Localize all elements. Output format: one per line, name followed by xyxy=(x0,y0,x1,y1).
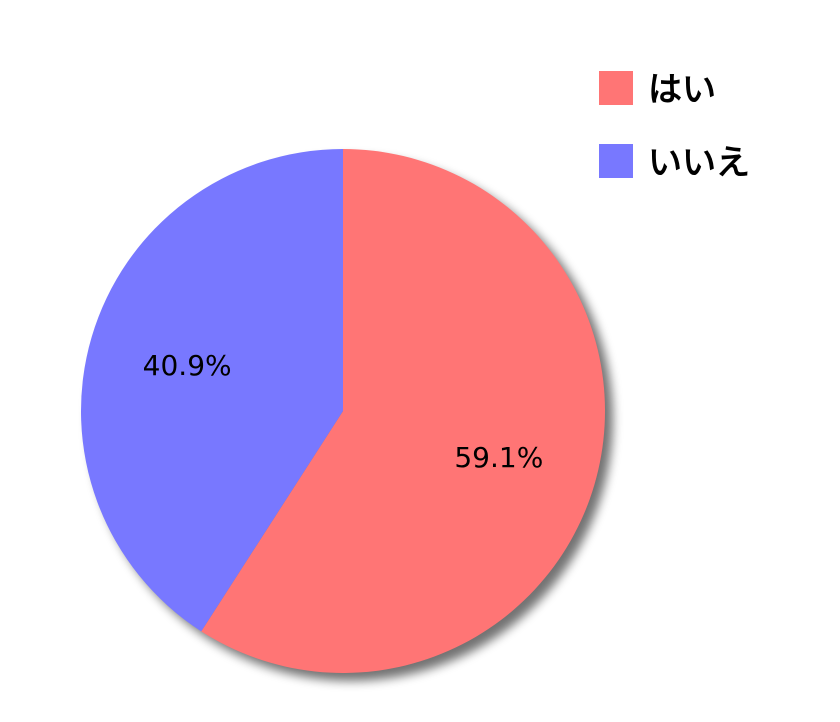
data-label-1: 59.1% xyxy=(454,441,543,474)
pie-slice-1 xyxy=(201,149,605,673)
pie-slice-2 xyxy=(81,149,344,632)
legend-label-2: いいえ xyxy=(648,143,750,183)
legend-label-1: はい xyxy=(648,70,716,110)
data-label-2: 40.9% xyxy=(143,349,232,382)
legend-swatch-1 xyxy=(599,71,633,105)
legend-swatch-2 xyxy=(599,144,633,178)
